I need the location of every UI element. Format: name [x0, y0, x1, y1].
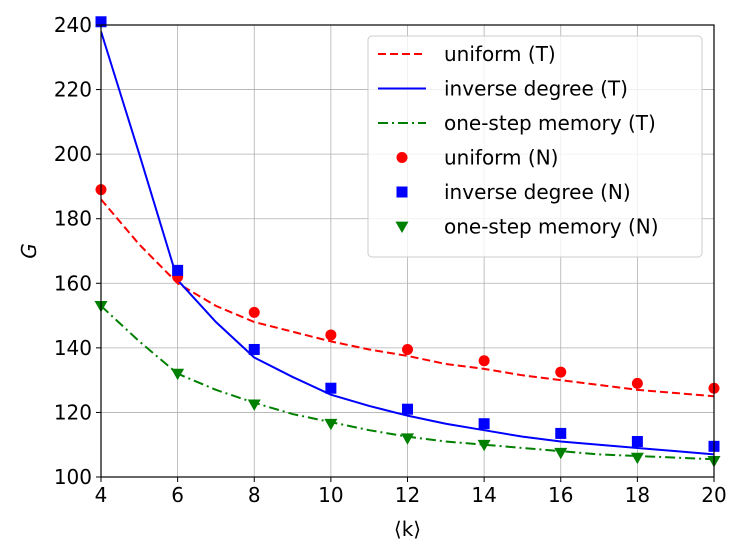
- data-point: [95, 16, 107, 28]
- series-line-1: [101, 31, 714, 456]
- y-tick-label: 200: [54, 142, 92, 166]
- x-tick-label: 16: [548, 483, 573, 507]
- x-tick-label: 10: [318, 483, 343, 507]
- y-tick-label: 220: [54, 78, 92, 102]
- y-tick-label: 240: [54, 13, 92, 37]
- data-point: [555, 366, 567, 378]
- x-tick-label: 6: [171, 483, 184, 507]
- x-tick-label: 12: [395, 483, 420, 507]
- data-point: [631, 377, 643, 389]
- legend-marker-3: [396, 152, 408, 163]
- y-tick-label: 160: [54, 271, 92, 295]
- data-point: [172, 264, 184, 276]
- data-point: [171, 368, 185, 381]
- y-axis-label: G: [17, 243, 41, 259]
- data-point: [554, 447, 568, 460]
- legend-label: inverse degree (N): [444, 180, 631, 204]
- data-point: [478, 355, 490, 367]
- y-tick-label: 180: [54, 207, 92, 231]
- series-markers: [94, 16, 721, 468]
- x-tick-label: 4: [95, 483, 108, 507]
- data-point: [402, 343, 413, 355]
- data-point: [478, 418, 490, 430]
- legend-label: uniform (N): [444, 146, 558, 170]
- data-point: [555, 427, 567, 439]
- axis-ticks: 4 6 8 10 12 14 16 18 20 100 120 140 160 180 200 220 240: [54, 13, 727, 507]
- x-tick-label: 20: [701, 483, 726, 507]
- legend-label: one-step memory (T): [444, 111, 656, 135]
- y-tick-label: 100: [54, 465, 92, 489]
- legend-label: uniform (T): [444, 42, 556, 66]
- data-point: [325, 382, 337, 394]
- x-tick-label: 18: [625, 483, 650, 507]
- y-tick-label: 120: [54, 400, 92, 424]
- data-point: [401, 433, 414, 445]
- data-point: [248, 343, 260, 355]
- x-tick-label: 14: [471, 483, 496, 507]
- legend-marker-4: [396, 186, 408, 198]
- legend-label: inverse degree (T): [444, 77, 628, 101]
- data-point: [248, 306, 260, 318]
- legend-marker-5: [395, 221, 409, 233]
- legend: uniform (T) inverse degree (T) one-step me…: [367, 35, 703, 258]
- legend-label: one-step memory (N): [444, 215, 659, 239]
- data-point: [477, 439, 491, 452]
- data-point: [630, 452, 644, 465]
- data-point: [631, 435, 643, 447]
- data-point: [324, 418, 338, 431]
- x-tick-label: 8: [248, 483, 261, 507]
- data-point: [325, 329, 337, 341]
- data-point: [402, 403, 413, 415]
- data-point: [247, 399, 261, 411]
- legend-box: [367, 35, 703, 258]
- x-axis-label: ⟨k⟩: [394, 517, 421, 541]
- y-tick-label: 140: [54, 336, 92, 360]
